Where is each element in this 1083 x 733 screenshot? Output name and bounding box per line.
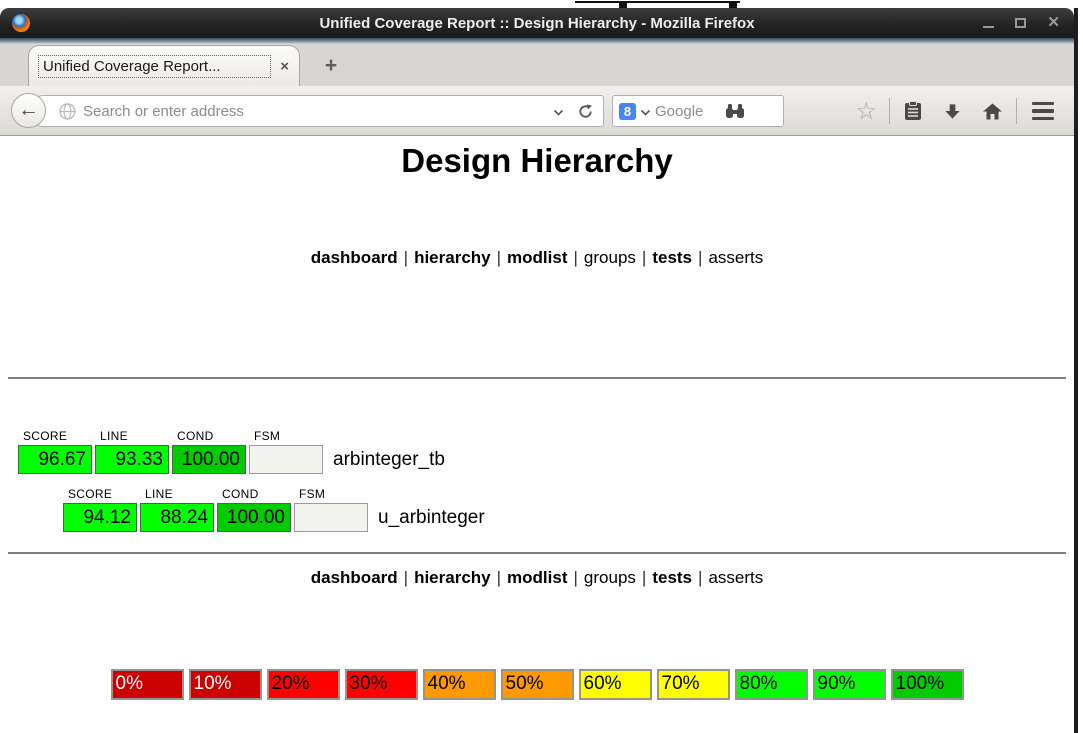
- tab-unified-coverage-report[interactable]: Unified Coverage Report... ×: [28, 45, 300, 86]
- legend-cell-40: 40%: [422, 669, 496, 700]
- menu-hamburger-icon[interactable]: [1032, 101, 1054, 121]
- window-title: Unified Coverage Report :: Design Hierar…: [319, 14, 755, 32]
- line-cell: 93.33: [95, 445, 169, 474]
- google-favicon: 8: [619, 102, 636, 120]
- home-icon[interactable]: [983, 103, 1002, 120]
- nav-link-hierarchy[interactable]: hierarchy: [414, 568, 491, 587]
- nav-link-modlist[interactable]: modlist: [507, 568, 568, 587]
- toolbar-separator: [889, 98, 890, 124]
- nav-separator: |: [403, 248, 409, 267]
- legend-cell-80: 80%: [734, 669, 808, 700]
- nav-link-asserts[interactable]: asserts: [708, 568, 764, 587]
- column-header-score: SCORE: [68, 487, 113, 501]
- navigation-toolbar: ← 8: [0, 86, 1074, 136]
- nav-link-groups[interactable]: groups: [583, 568, 636, 587]
- score-cell: 96.67: [18, 445, 92, 474]
- page-content: Design Hierarchy dashboard | hierarchy | mod…: [0, 136, 1074, 700]
- window-titlebar[interactable]: Unified Coverage Report :: Design Hierar…: [0, 8, 1074, 38]
- toolbar-separator: [1016, 98, 1017, 124]
- legend-cell-20: 20%: [266, 669, 340, 700]
- bookmarks-clipboard-icon[interactable]: [904, 101, 922, 121]
- fsm-cell: [294, 503, 368, 532]
- reload-icon[interactable]: [578, 104, 593, 119]
- new-tab-button[interactable]: +: [324, 54, 338, 77]
- coverage-row-arbinteger-tb: SCORE LINE COND FSM 96.67 93.33 100.00 a…: [18, 429, 445, 474]
- nav-separator: |: [698, 568, 703, 587]
- fsm-cell: [249, 445, 323, 474]
- url-dropdown-chevron-icon[interactable]: [553, 109, 564, 116]
- nav-link-tests[interactable]: tests: [652, 568, 693, 587]
- search-engine-chevron-icon[interactable]: [640, 109, 651, 116]
- nav-link-dashboard[interactable]: dashboard: [310, 568, 398, 587]
- divider: [8, 552, 1066, 554]
- firefox-window: Unified Coverage Report :: Design Hierar…: [0, 8, 1078, 733]
- column-header-cond: COND: [222, 487, 259, 501]
- address-input[interactable]: [83, 98, 549, 124]
- minimize-button[interactable]: [983, 26, 995, 28]
- background-window-artifact: [729, 1, 737, 9]
- cond-cell: 100.00: [172, 445, 246, 474]
- coverage-color-legend: 0% 10% 20% 30% 40% 50% 60% 70% 80% 90% 1…: [0, 669, 1074, 700]
- nav-separator: |: [698, 248, 703, 267]
- nav-separator: |: [641, 568, 647, 587]
- nav-link-hierarchy[interactable]: hierarchy: [414, 248, 491, 267]
- coverage-row-u-arbinteger: SCORE LINE COND FSM 94.12 88.24 100.00 u…: [63, 487, 485, 532]
- firefox-logo-icon: [12, 14, 30, 32]
- legend-cell-0: 0%: [110, 669, 184, 700]
- divider: [8, 377, 1066, 379]
- nav-link-tests[interactable]: tests: [652, 248, 693, 267]
- nav-separator: |: [403, 568, 409, 587]
- nav-link-dashboard[interactable]: dashboard: [310, 248, 398, 267]
- background-window-artifact: [619, 1, 627, 11]
- globe-icon: [59, 102, 76, 120]
- close-tab-icon[interactable]: ×: [280, 57, 289, 75]
- legend-cell-50: 50%: [500, 669, 574, 700]
- legend-cell-30: 30%: [344, 669, 418, 700]
- report-nav-bottom: dashboard | hierarchy | modlist | groups | tests…: [0, 568, 1074, 588]
- legend-cell-100: 100%: [890, 669, 964, 700]
- search-bar[interactable]: 8: [612, 95, 784, 127]
- back-button[interactable]: ←: [11, 93, 46, 128]
- close-window-button[interactable]: ✕: [1047, 14, 1060, 31]
- column-header-fsm: FSM: [254, 429, 281, 443]
- page-title: Design Hierarchy: [401, 142, 673, 179]
- column-header-line: LINE: [145, 487, 173, 501]
- search-input[interactable]: [655, 102, 725, 120]
- nav-separator: |: [496, 568, 502, 587]
- legend-cell-10: 10%: [188, 669, 262, 700]
- instance-link[interactable]: arbinteger_tb: [333, 448, 445, 470]
- score-cell: 94.12: [63, 503, 137, 532]
- legend-cell-70: 70%: [656, 669, 730, 700]
- downloads-arrow-icon[interactable]: [944, 103, 961, 120]
- column-header-fsm: FSM: [299, 487, 326, 501]
- bookmark-star-icon[interactable]: ☆: [855, 97, 877, 125]
- legend-cell-90: 90%: [812, 669, 886, 700]
- nav-separator: |: [573, 248, 578, 267]
- nav-separator: |: [641, 248, 647, 267]
- maximize-button[interactable]: [1015, 18, 1027, 28]
- legend-cell-60: 60%: [578, 669, 652, 700]
- column-header-cond: COND: [177, 429, 214, 443]
- nav-link-asserts[interactable]: asserts: [708, 248, 764, 267]
- instance-link[interactable]: u_arbinteger: [378, 506, 485, 528]
- background-window-artifact: [575, 1, 740, 3]
- line-cell: 88.24: [140, 503, 214, 532]
- nav-link-groups[interactable]: groups: [583, 248, 636, 267]
- column-header-score: SCORE: [23, 429, 68, 443]
- url-bar[interactable]: [28, 95, 604, 127]
- nav-link-modlist[interactable]: modlist: [507, 248, 568, 267]
- nav-separator: |: [496, 248, 502, 267]
- binoculars-search-icon[interactable]: [725, 103, 745, 119]
- column-header-line: LINE: [100, 429, 128, 443]
- report-nav-top: dashboard | hierarchy | modlist | groups | tests…: [0, 248, 1074, 268]
- nav-separator: |: [573, 568, 578, 587]
- cond-cell: 100.00: [217, 503, 291, 532]
- tab-bar: Unified Coverage Report... × +: [0, 38, 1074, 86]
- tab-title[interactable]: Unified Coverage Report...: [38, 54, 272, 78]
